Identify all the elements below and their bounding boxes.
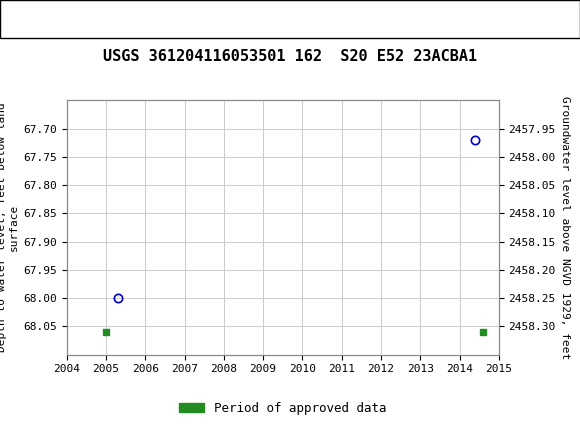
Legend: Period of approved data: Period of approved data: [174, 397, 392, 420]
Y-axis label: Groundwater level above NGVD 1929, feet: Groundwater level above NGVD 1929, feet: [560, 96, 570, 359]
Y-axis label: Depth to water level, feet below land
surface: Depth to water level, feet below land su…: [0, 103, 19, 353]
Text: ▒USGS: ▒USGS: [14, 9, 69, 30]
Text: USGS 361204116053501 162  S20 E52 23ACBA1: USGS 361204116053501 162 S20 E52 23ACBA1: [103, 49, 477, 64]
